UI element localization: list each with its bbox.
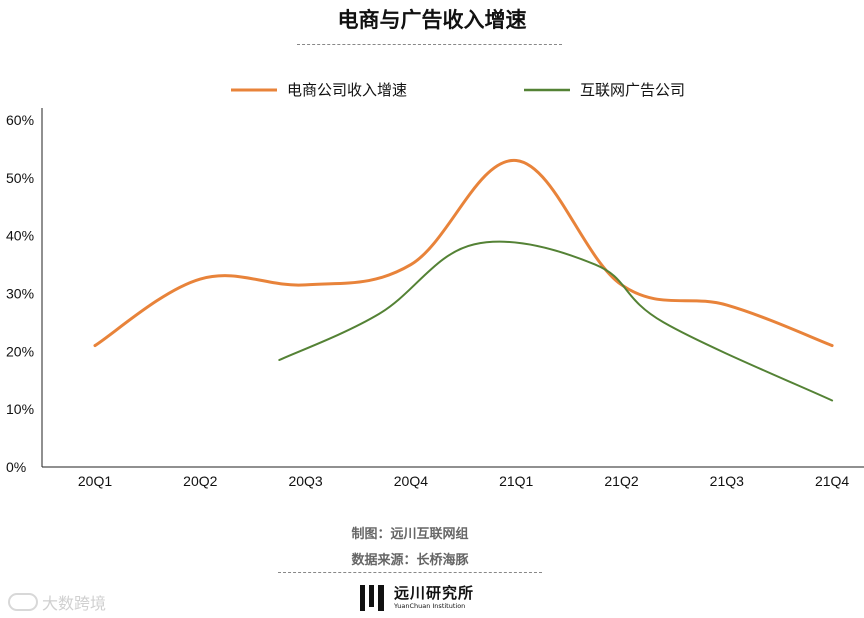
watermark: 大数跨境	[8, 590, 106, 614]
logo-name-en: YuanChuan Institution	[394, 602, 466, 611]
y-ticks: 60% 50% 40% 30% 20% 10% 0%	[6, 112, 34, 475]
title-divider	[297, 44, 562, 45]
legend-label: 互联网广告公司	[580, 81, 685, 99]
x-tick-label: 21Q4	[815, 473, 849, 489]
maker-credit: 制图：远川互联网组	[351, 527, 469, 542]
axes	[41, 108, 864, 468]
y-tick-label: 10%	[6, 401, 34, 417]
y-tick-label: 50%	[6, 170, 34, 186]
y-tick-label: 40%	[6, 228, 34, 244]
legend: 电商公司收入增速 互联网广告公司	[231, 81, 685, 99]
x-tick-label: 20Q1	[78, 473, 112, 489]
x-tick-label: 20Q2	[183, 473, 217, 489]
x-tick-label: 20Q3	[288, 473, 322, 489]
watermark-text: 大数跨境	[42, 594, 107, 613]
data-source: 数据来源：长桥海豚	[351, 553, 469, 568]
x-ticks: 20Q1 20Q2 20Q3 20Q4 21Q1 21Q2 21Q3 21Q4	[78, 473, 850, 489]
series-line-ecommerce	[93, 158, 834, 348]
y-tick-label: 30%	[6, 286, 34, 302]
y-tick-label: 60%	[6, 112, 34, 128]
footer-divider	[278, 572, 542, 573]
y-tick-label: 20%	[6, 343, 34, 359]
logo-name-cn: 远川研究所	[394, 584, 475, 603]
x-tick-label: 21Q3	[710, 473, 744, 489]
chart-title: 电商与广告收入增速	[337, 8, 527, 32]
x-tick-label: 20Q4	[394, 473, 428, 489]
watermark-icon	[8, 593, 38, 611]
x-tick-label: 21Q2	[604, 473, 638, 489]
series-lines	[93, 158, 834, 402]
brand-logo: 远川研究所 YuanChuan Institution	[360, 584, 474, 612]
series-line-ad	[278, 240, 834, 402]
yuanchuan-logo-icon	[360, 585, 388, 611]
y-tick-label: 0%	[6, 459, 26, 475]
x-tick-label: 21Q1	[499, 473, 533, 489]
legend-label: 电商公司收入增速	[287, 81, 407, 99]
